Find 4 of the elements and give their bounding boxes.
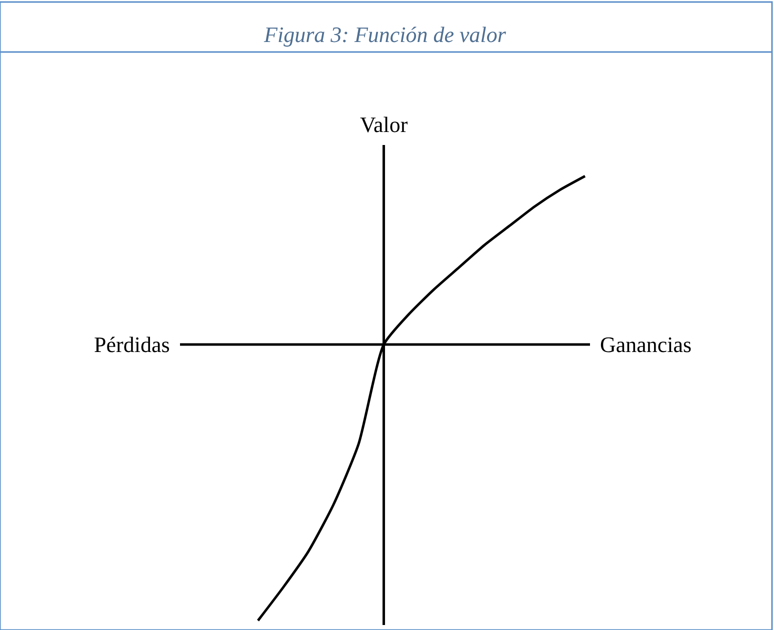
text: Ganancias [600,332,692,357]
chart-title: Figura 3: Función de valor [263,22,506,47]
text: Pérdidas [94,332,170,357]
y-axis-title: Valor [360,112,408,137]
